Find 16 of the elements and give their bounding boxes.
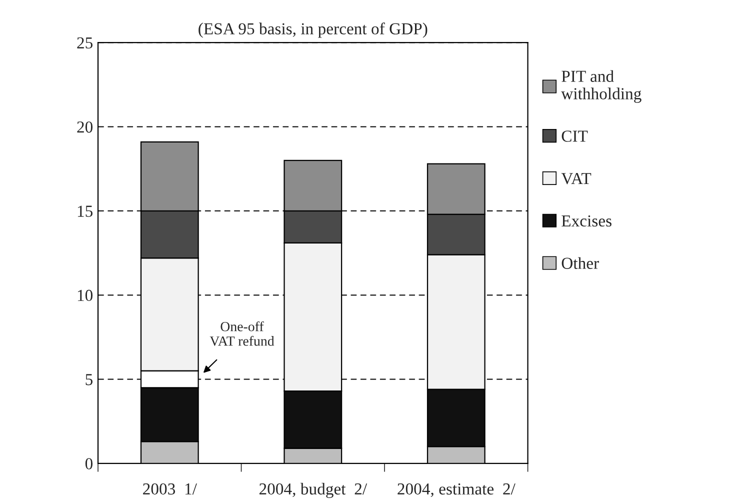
x-tick-label: 2004, estimate 2/: [398, 483, 516, 497]
y-tick-label: 25: [77, 37, 93, 49]
legend-label: Other: [562, 257, 599, 269]
legend-label: VAT: [561, 173, 592, 184]
y-tick-label: 20: [77, 121, 93, 133]
y-tick-label: 10: [78, 290, 93, 302]
x-tick-label: 2004, budget 2/: [259, 482, 368, 498]
annotation: One-off VAT refund: [210, 321, 274, 346]
y-tick-label: 0: [85, 458, 93, 470]
x-tick-label: 2003 1/: [143, 483, 197, 495]
legend-label: PIT and withholding: [561, 70, 642, 103]
legend-label: CIT: [562, 130, 588, 142]
y-tick-label: 5: [86, 374, 93, 386]
chart-title: (ESA 95 basis, in percent of GDP): [198, 22, 428, 38]
y-tick-label: 15: [78, 206, 93, 217]
legend-label: Excises: [562, 215, 612, 227]
